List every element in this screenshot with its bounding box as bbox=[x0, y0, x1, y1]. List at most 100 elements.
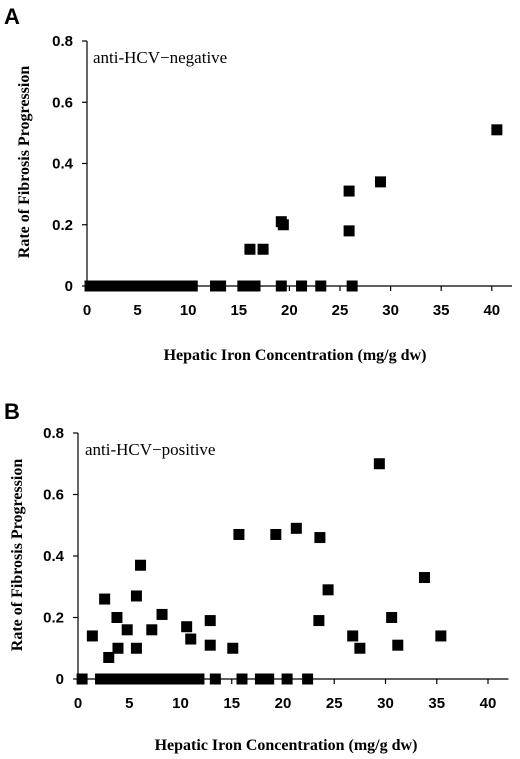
panel-a-y-tick-label: 0.4 bbox=[52, 156, 74, 173]
panel-a-data-point bbox=[244, 243, 256, 255]
panel-b-data-point bbox=[281, 673, 293, 685]
panel-a-data-point bbox=[491, 124, 503, 136]
panel-a-data-point bbox=[346, 280, 358, 292]
panel-b-data-point bbox=[290, 522, 302, 534]
panel-a-y-tick-label: 0.8 bbox=[52, 33, 73, 50]
panel-a-y-tick-label: 0.6 bbox=[52, 94, 73, 111]
panel-a-data-point bbox=[120, 280, 132, 292]
panel-a-data-point bbox=[275, 280, 287, 292]
panel-b-data-point bbox=[209, 673, 221, 685]
panel-a-data-point bbox=[315, 280, 327, 292]
panel-a-data-point bbox=[186, 280, 198, 292]
panel-b-y-tick-label: 0.2 bbox=[43, 610, 64, 627]
panel-a-data-point bbox=[145, 280, 157, 292]
panel-b-data-point bbox=[233, 528, 245, 540]
panel-a-data-point bbox=[102, 280, 114, 292]
panel-b-plot-area: 0 0.2 0.4 0.6 0.8 0 5 10 15 20 25 30 35 40 bbox=[43, 425, 509, 712]
panel-b-data-point bbox=[386, 612, 398, 623]
panel-b-data-point bbox=[111, 612, 123, 623]
panel-b-y-tick-label: 0 bbox=[56, 671, 64, 688]
panel-a-data-point bbox=[151, 280, 163, 292]
panel-b-data-point bbox=[187, 673, 199, 685]
panel-b-data-point bbox=[150, 673, 162, 685]
panel-b-data-point bbox=[162, 673, 174, 685]
panel-a-x-tick-label: 35 bbox=[433, 302, 450, 319]
panel-b-data-point bbox=[156, 608, 168, 620]
panel-b-data-point bbox=[135, 559, 147, 571]
panel-b-data-point bbox=[204, 615, 216, 627]
panel-b-data-point bbox=[95, 673, 107, 685]
panel-a-data-point bbox=[215, 280, 227, 292]
panel-b-data-point bbox=[435, 630, 447, 642]
panel-b-data-point bbox=[185, 633, 197, 645]
panel-b-data-point bbox=[125, 673, 137, 685]
panel-a-data-point bbox=[96, 280, 108, 292]
panel-b-y-tick-label: 0.6 bbox=[43, 487, 64, 504]
panel-a-data-point bbox=[133, 280, 145, 292]
panel-b-data-point bbox=[156, 673, 168, 685]
panel-b-data-point bbox=[236, 673, 248, 685]
panel-a-data-point bbox=[163, 280, 175, 292]
panel-a-annotation: anti-HCV−negative bbox=[93, 48, 227, 67]
panel-b-x-tick-label: 0 bbox=[74, 695, 82, 712]
panel-b-data-point bbox=[181, 673, 193, 685]
panel-a: A Rate of Fibrosis Progression Hepatic I… bbox=[4, 4, 513, 364]
panel-b-data-point bbox=[322, 584, 334, 596]
panel-a-y-axis-title: Rate of Fibrosis Progression bbox=[16, 66, 33, 259]
panel-a-data-point bbox=[108, 280, 120, 292]
panel-b-x-tick-label: 30 bbox=[377, 695, 394, 712]
panel-b-data-point bbox=[254, 673, 266, 685]
panel-a-x-tick-label: 15 bbox=[230, 302, 247, 319]
panel-a-data-point bbox=[237, 280, 249, 292]
panel-b-y-tick-label: 0.8 bbox=[43, 425, 64, 442]
panel-b-y-axis-title: Rate of Fibrosis Progression bbox=[9, 459, 26, 652]
panel-a-x-tick-label: 25 bbox=[332, 302, 349, 319]
panel-a-y-tick-label: 0 bbox=[65, 278, 73, 295]
panel-a-data-point bbox=[374, 176, 386, 188]
panel-a-letter: A bbox=[4, 4, 20, 29]
panel-b-data-point bbox=[121, 624, 133, 636]
panel-b-data-point bbox=[181, 621, 193, 633]
panel-b-data-point bbox=[103, 651, 115, 663]
panel-b-data-point bbox=[204, 639, 216, 651]
panel-a-data-point bbox=[90, 280, 102, 292]
panel-b-data-point bbox=[175, 673, 186, 685]
panel-b-x-tick-label: 15 bbox=[223, 695, 240, 712]
panel-a-data-point bbox=[343, 185, 355, 197]
panel-b-data-point bbox=[107, 673, 119, 685]
panel-b-data-point bbox=[373, 458, 385, 470]
panel-b-x-tick-label: 25 bbox=[326, 695, 343, 712]
panel-b-letter: B bbox=[4, 399, 20, 424]
panel-a-data-point bbox=[169, 280, 181, 292]
panel-a-x-tick-label: 30 bbox=[382, 302, 399, 319]
panel-a-x-tick-label: 0 bbox=[83, 302, 91, 319]
panel-a-x-tick-label: 20 bbox=[281, 302, 298, 319]
panel-a-data-point bbox=[127, 280, 139, 292]
panel-a-data-point bbox=[175, 280, 187, 292]
panel-b-data-point bbox=[86, 630, 98, 642]
panel-b-data-point bbox=[354, 642, 366, 654]
panel-a-x-tick-label: 10 bbox=[180, 302, 197, 319]
panel-a-data-point bbox=[296, 280, 308, 292]
panel-a-data-point bbox=[157, 280, 169, 292]
panel-b: B Rate of Fibrosis Progression Hepatic I… bbox=[4, 399, 509, 754]
panel-b-data-point bbox=[314, 532, 326, 544]
panel-a-x-tick-label: 5 bbox=[133, 302, 141, 319]
panel-b-x-tick-label: 20 bbox=[275, 695, 292, 712]
panel-b-data-point bbox=[131, 673, 143, 685]
panel-a-data-point bbox=[277, 219, 289, 231]
panel-b-data-point bbox=[130, 590, 142, 602]
panel-a-x-axis-title: Hepatic Iron Concentration (mg/g dw) bbox=[164, 347, 427, 364]
panel-a-data-point bbox=[249, 280, 261, 292]
panel-b-data-point bbox=[113, 673, 125, 685]
panel-b-y-tick-label: 0.4 bbox=[43, 548, 65, 565]
panel-b-data-point bbox=[101, 673, 113, 685]
panel-a-data-point bbox=[84, 280, 96, 292]
panel-a-data-point bbox=[114, 280, 126, 292]
panel-b-data-point bbox=[313, 615, 325, 627]
panel-a-x-tick-label: 40 bbox=[483, 302, 500, 319]
panel-b-data-point bbox=[263, 673, 275, 685]
panel-b-data-point bbox=[138, 673, 150, 685]
panel-a-plot-area: 0 0.2 0.4 0.6 0.8 0 5 10 15 20 25 30 35 40 bbox=[52, 33, 513, 319]
